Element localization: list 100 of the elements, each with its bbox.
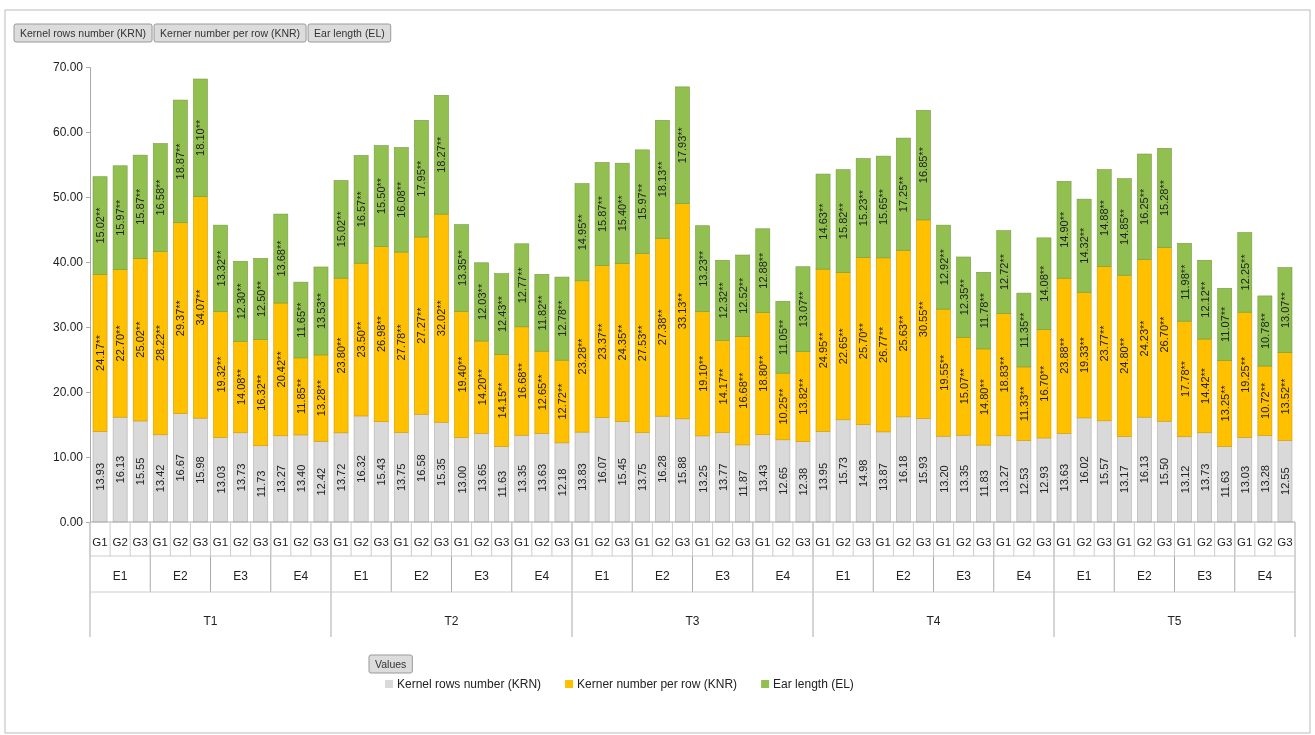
data-label: 15.40**	[616, 194, 629, 232]
text: E2	[655, 569, 671, 583]
bar	[554, 276, 570, 361]
text: E4	[775, 569, 791, 583]
data-label: 16.07	[596, 456, 609, 484]
data-label: 12.65	[776, 467, 789, 495]
bar	[1016, 292, 1032, 368]
bar	[916, 219, 931, 419]
data-label: 14.20**	[475, 368, 488, 406]
data-label: 15.98	[194, 456, 207, 484]
data-label: 14.85**	[1118, 208, 1131, 245]
data-label: 12.88**	[756, 251, 769, 289]
data-label: 12.65**	[535, 373, 548, 411]
bar	[755, 312, 771, 436]
data-label: 13.27	[997, 465, 1010, 493]
data-label: 12.55	[1278, 467, 1291, 495]
x-tick-label: G3	[855, 536, 871, 548]
bar	[454, 311, 469, 438]
bar	[956, 256, 971, 338]
data-label: 10.25**	[776, 387, 789, 425]
data-label: 13.93	[94, 462, 107, 491]
bar	[173, 222, 188, 414]
x-tick-label: G3	[132, 536, 148, 548]
x-tick-label: G1	[634, 536, 650, 548]
bar	[494, 273, 510, 355]
data-label: 13.07**	[796, 290, 809, 328]
bar	[775, 372, 791, 441]
data-label: 17.25**	[897, 175, 910, 213]
x-tick-label: G2	[353, 536, 369, 548]
x-tick-label: G1	[92, 536, 108, 548]
data-label: 15.87**	[596, 195, 609, 233]
data-label: 10.72**	[1258, 382, 1271, 419]
data-label: 11.83	[977, 470, 990, 497]
x-tick-label: G1	[1116, 536, 1132, 548]
x-tick-label: G1	[393, 536, 409, 548]
text: E1	[1076, 569, 1092, 583]
bar	[213, 311, 228, 438]
data-label: 14.95**	[576, 213, 589, 251]
data-label: 15.97**	[114, 198, 127, 236]
text: T3	[685, 614, 700, 628]
bar	[534, 350, 550, 434]
data-label: 11.73	[254, 470, 267, 498]
bar	[1137, 153, 1152, 260]
data-label: 13.53**	[314, 292, 327, 330]
data-label: 13.35	[515, 464, 528, 493]
data-label: 13.20	[937, 465, 950, 493]
bar	[1197, 338, 1212, 434]
data-label: 24.17**	[94, 334, 107, 371]
x-tick-label: G3	[674, 536, 691, 548]
bar	[1157, 148, 1172, 248]
legend-label: Kernel rows number (KRN)	[397, 677, 542, 691]
data-label: 12.92**	[937, 248, 950, 286]
data-label: 16.70**	[1037, 364, 1050, 402]
x-tick-label: G1	[514, 536, 530, 548]
x-tick-label: G3	[614, 536, 630, 548]
y-tick-label: 40.00	[52, 255, 84, 270]
data-label: 22.70**	[114, 324, 127, 362]
data-label: 23.80**	[335, 336, 348, 374]
x-tick-label: G2	[1136, 536, 1153, 548]
data-label: 13.23**	[696, 249, 709, 287]
data-label: 13.32**	[214, 249, 227, 287]
x-tick-label: G2	[594, 536, 610, 548]
text: E3	[474, 569, 490, 583]
data-label: 19.10**	[696, 355, 709, 392]
bar	[112, 269, 128, 418]
bar	[353, 155, 369, 264]
x-tick-label: G3	[192, 536, 209, 548]
data-label: 12.72**	[555, 382, 568, 420]
data-label: 12.12**	[1198, 280, 1211, 318]
text: E2	[173, 569, 189, 583]
data-label: 13.87	[877, 463, 890, 491]
bar	[92, 274, 108, 432]
bar	[1257, 365, 1273, 436]
bar	[434, 95, 449, 215]
x-tick-label: G3	[976, 536, 992, 548]
data-label: 13.42	[154, 464, 167, 493]
data-label: 25.02**	[134, 320, 147, 358]
bar	[775, 301, 791, 374]
data-label: 18.27**	[435, 135, 448, 173]
x-tick-label: G1	[694, 536, 711, 548]
data-label: 11.85**	[294, 378, 307, 415]
data-label: 15.50	[1158, 457, 1171, 486]
data-label: 15.02**	[335, 210, 348, 248]
x-tick-label: G3	[554, 536, 570, 548]
bar	[976, 348, 992, 446]
bar	[956, 336, 971, 436]
data-label: 10.78**	[1258, 312, 1271, 350]
data-label: 18.87**	[174, 142, 187, 180]
data-label: 14.98	[857, 459, 870, 488]
bar	[534, 274, 550, 352]
data-label: 15.87**	[134, 187, 147, 225]
bar	[655, 120, 670, 239]
data-label: 16.08**	[395, 181, 408, 218]
data-label: 12.50**	[254, 280, 267, 318]
legend-title: Values	[375, 658, 407, 670]
bar	[233, 340, 248, 434]
data-label: 12.93	[1037, 466, 1050, 494]
data-label: 14.90**	[1058, 211, 1071, 248]
bar	[855, 257, 871, 425]
bar	[976, 272, 992, 350]
